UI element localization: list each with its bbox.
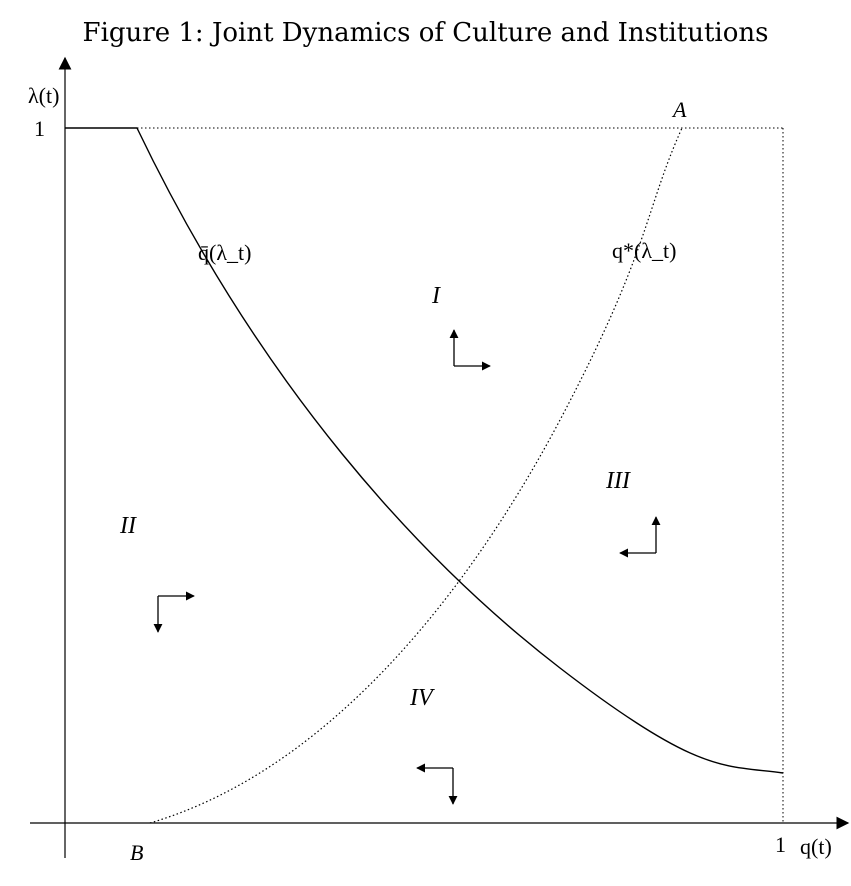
region-iv-direction-arrows — [416, 763, 458, 805]
region-i-label: I — [431, 283, 441, 309]
qbar-label: q̄(λ_t) — [198, 240, 251, 265]
qstar-label: q*(λ_t) — [612, 238, 676, 263]
region-ii-label: II — [119, 513, 137, 539]
y-tick-one: 1 — [34, 116, 45, 141]
region-iii-label: III — [605, 468, 631, 494]
qbar-curve — [65, 127, 784, 774]
region-iv-label: IV — [409, 685, 435, 711]
region-ii-direction-arrows — [153, 591, 195, 633]
figure-title: Figure 1: Joint Dynamics of Culture and … — [82, 18, 769, 48]
qstar-curve — [149, 127, 683, 824]
x-tick-one: 1 — [775, 832, 786, 857]
x-axis-label: q(t) — [800, 834, 832, 859]
point-a-label: A — [671, 97, 687, 122]
point-b-label: B — [130, 840, 143, 865]
region-i-direction-arrows — [449, 329, 491, 371]
region-iii-direction-arrows — [619, 516, 661, 558]
y-axis-label: λ(t) — [28, 83, 59, 108]
